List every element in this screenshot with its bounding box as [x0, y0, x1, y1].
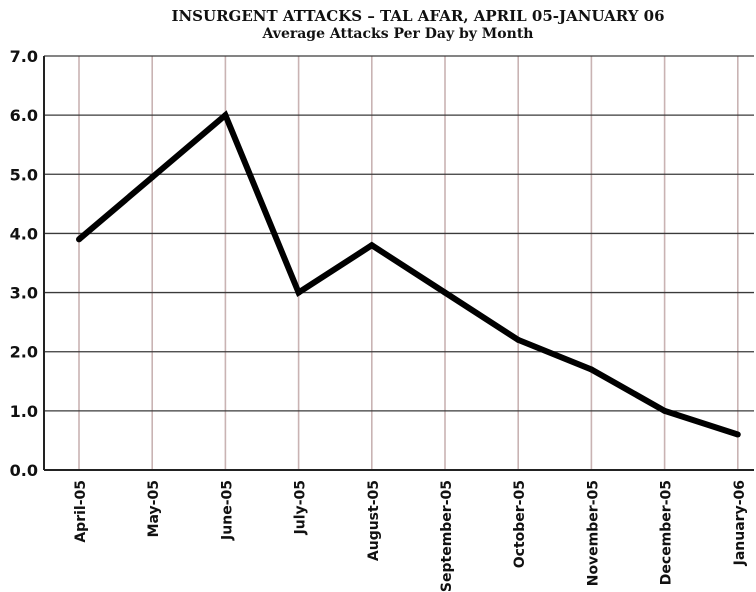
chart-title: INSURGENT ATTACKS – TAL AFAR, APRIL 05-J…: [171, 7, 664, 25]
x-tick-label: November-05: [585, 480, 601, 586]
chart-subtitle: Average Attacks Per Day by Month: [262, 26, 534, 42]
x-tick-label: August-05: [366, 480, 382, 561]
y-tick-label: 4.0: [10, 224, 38, 243]
y-tick-label: 2.0: [10, 343, 38, 362]
x-tick-labels: April-05 May-05 June-05 July-05 August-05 Sep…: [73, 480, 748, 592]
data-point: [76, 236, 82, 243]
x-tick-label: April-05: [73, 480, 89, 543]
x-tick-label: June-05: [219, 480, 235, 541]
data-point: [588, 366, 595, 373]
data-point: [734, 431, 741, 438]
data-point: [368, 242, 375, 249]
y-tick-label: 6.0: [10, 106, 38, 125]
y-tick-label: 0.0: [10, 461, 38, 480]
y-tick-label: 7.0: [10, 47, 38, 66]
x-tick-label: May-05: [146, 480, 162, 537]
x-tick-label: January-06: [732, 480, 748, 566]
data-point: [442, 289, 448, 296]
y-tick-label: 5.0: [10, 165, 38, 184]
y-tick-labels: 0.0 1.0 2.0 3.0 4.0 5.0 6.0 7.0: [10, 47, 38, 480]
data-point: [661, 407, 668, 414]
y-tick-label: 3.0: [10, 284, 38, 303]
x-tick-label: July-05: [293, 480, 309, 535]
y-tick-label: 1.0: [10, 402, 38, 421]
data-point: [222, 112, 229, 119]
series-line: [77, 110, 739, 438]
x-tick-label: September-05: [439, 480, 455, 592]
data-point: [149, 174, 156, 181]
x-tick-label: December-05: [659, 480, 675, 585]
x-tick-label: October-05: [512, 480, 528, 568]
data-point: [515, 336, 522, 343]
data-point: [295, 289, 302, 296]
series-layer: [76, 110, 741, 438]
axis-layer: [43, 56, 754, 471]
